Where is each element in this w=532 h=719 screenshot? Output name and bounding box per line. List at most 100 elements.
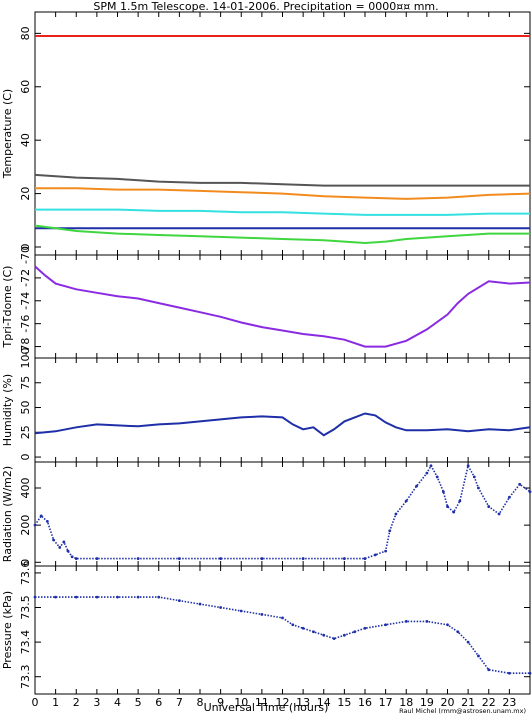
y-tick-label: 0 bbox=[19, 559, 32, 566]
x-tick-label: 16 bbox=[358, 696, 372, 709]
data-point bbox=[95, 557, 99, 560]
y-tick-label: 0 bbox=[19, 243, 32, 250]
data-point bbox=[446, 505, 449, 508]
data-point bbox=[342, 557, 346, 560]
x-tick-label: 20 bbox=[441, 696, 455, 709]
x-tick-label: 4 bbox=[114, 696, 121, 709]
data-point bbox=[332, 637, 336, 641]
x-tick-label: 12 bbox=[276, 696, 290, 709]
data-point bbox=[136, 595, 140, 599]
data-point bbox=[388, 529, 392, 533]
data-point bbox=[116, 595, 119, 599]
x-tick-label: 9 bbox=[217, 696, 224, 709]
credit-text: Raul Michel (rmm@astrosen.unam.mx) bbox=[399, 707, 526, 715]
y-axis-label: Pressure (kPa) bbox=[1, 591, 14, 669]
y-tick-label: 20 bbox=[19, 187, 32, 201]
data-point bbox=[497, 512, 501, 516]
data-point bbox=[74, 557, 78, 560]
data-point bbox=[54, 595, 58, 599]
data-point bbox=[33, 523, 37, 527]
data-point bbox=[322, 633, 326, 637]
data-point bbox=[507, 495, 511, 499]
data-point bbox=[136, 557, 140, 560]
panel-frame bbox=[34, 357, 531, 463]
x-tick-label: 0 bbox=[32, 696, 39, 709]
data-point bbox=[363, 626, 367, 630]
y-tick-label: 73.6 bbox=[19, 561, 32, 586]
data-point bbox=[466, 464, 470, 468]
series-line bbox=[35, 208, 530, 216]
data-point bbox=[425, 471, 429, 475]
y-tick-label: 73.3 bbox=[19, 664, 32, 689]
x-tick-label: 5 bbox=[135, 696, 142, 709]
series-line bbox=[34, 463, 531, 560]
x-axis-label: Universal Time (hours) bbox=[203, 701, 329, 714]
data-point bbox=[66, 549, 70, 553]
series-line bbox=[35, 187, 531, 200]
data-point bbox=[219, 557, 223, 560]
x-tick-label: 8 bbox=[197, 696, 204, 709]
y-tick-label: 100 bbox=[19, 348, 32, 369]
data-point bbox=[363, 557, 367, 560]
y-tick-label: -70 bbox=[19, 246, 32, 264]
data-point bbox=[70, 555, 74, 559]
chart-title: SPM 1.5m Telescope. 14-01-2006. Precipit… bbox=[93, 0, 439, 13]
data-point bbox=[301, 557, 305, 560]
data-point bbox=[466, 640, 470, 644]
data-point bbox=[441, 490, 445, 494]
data-point bbox=[518, 482, 522, 486]
data-point bbox=[528, 671, 532, 675]
data-point bbox=[507, 671, 511, 675]
x-tick-label: 14 bbox=[317, 696, 331, 709]
y-tick-label: 73.5 bbox=[19, 595, 32, 620]
y-tick-label: -74 bbox=[19, 292, 32, 310]
y-tick-label: 50 bbox=[19, 401, 32, 415]
data-point bbox=[404, 619, 408, 623]
data-point bbox=[342, 633, 346, 637]
x-tick-label: 22 bbox=[482, 696, 496, 709]
data-point bbox=[291, 623, 295, 627]
series-line bbox=[34, 265, 531, 348]
data-point bbox=[477, 486, 480, 490]
data-point bbox=[384, 549, 388, 553]
y-tick-label: 40 bbox=[19, 133, 32, 147]
data-point bbox=[281, 616, 284, 620]
data-point bbox=[404, 499, 408, 503]
y-axis-label: Tpri-Tdome (C) bbox=[1, 266, 14, 349]
y-axis-label: Radiation (W/m2) bbox=[1, 466, 14, 562]
y-tick-label: 73.4 bbox=[19, 630, 32, 655]
data-point bbox=[528, 490, 532, 494]
data-point bbox=[260, 557, 264, 560]
x-tick-label: 21 bbox=[461, 696, 475, 709]
x-tick-label: 15 bbox=[337, 696, 351, 709]
data-point bbox=[45, 520, 49, 523]
y-tick-label: 200 bbox=[19, 515, 32, 536]
data-point bbox=[39, 514, 43, 518]
x-tick-label: 10 bbox=[234, 696, 248, 709]
panel-frame bbox=[34, 565, 531, 695]
data-point bbox=[62, 540, 66, 544]
data-point bbox=[384, 623, 388, 627]
data-point bbox=[301, 626, 305, 630]
data-point bbox=[429, 464, 433, 468]
data-point bbox=[198, 602, 202, 606]
x-tick-label: 13 bbox=[296, 696, 310, 709]
data-point bbox=[239, 609, 243, 613]
y-tick-label: 60 bbox=[19, 80, 32, 94]
data-point bbox=[219, 606, 223, 609]
data-point bbox=[472, 475, 476, 479]
data-point bbox=[458, 499, 462, 503]
y-tick-label: -76 bbox=[19, 315, 32, 333]
x-tick-label: 1 bbox=[52, 696, 59, 709]
data-point bbox=[452, 510, 456, 514]
series-line bbox=[35, 596, 530, 674]
y-tick-label: -78 bbox=[19, 338, 32, 356]
data-point bbox=[353, 630, 357, 634]
panel-frame bbox=[34, 461, 531, 567]
data-point bbox=[312, 630, 315, 634]
x-tick-label: 19 bbox=[420, 696, 434, 709]
y-tick-label: 80 bbox=[19, 26, 32, 40]
x-tick-label: 23 bbox=[502, 696, 516, 709]
x-tick-label: 6 bbox=[155, 696, 162, 709]
data-point bbox=[487, 668, 491, 672]
